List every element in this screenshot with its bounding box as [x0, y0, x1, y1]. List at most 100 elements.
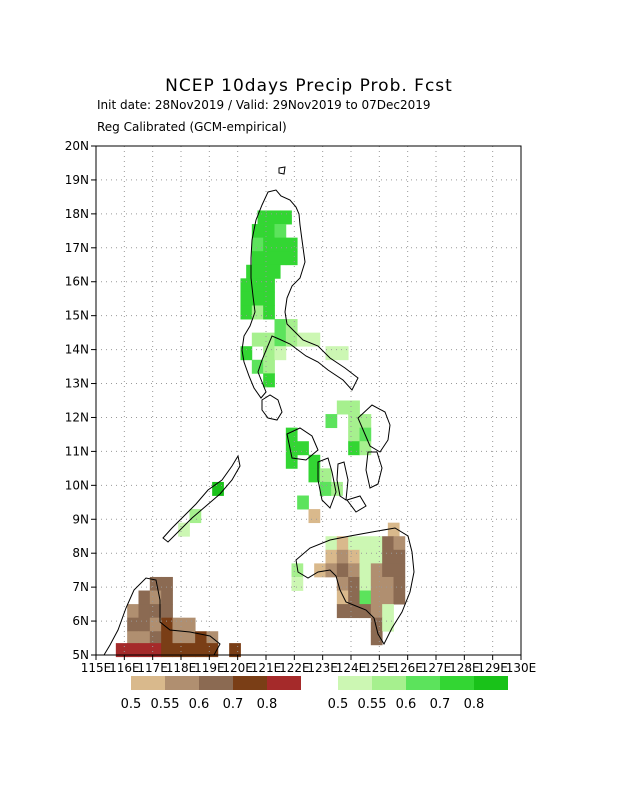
x-tick-label: 122E — [279, 661, 310, 675]
probability-cell — [178, 522, 190, 537]
y-tick-label: 6N — [72, 614, 89, 628]
grid-lines — [96, 146, 521, 655]
coastline-luzon — [241, 189, 359, 399]
y-tick-label: 5N — [72, 648, 89, 662]
coastline-mindanao — [295, 527, 415, 646]
chart-subtitle-method: Reg Calibrated (GCM-empirical) — [97, 120, 287, 134]
x-tick-label: 121E — [251, 661, 282, 675]
coastline-negros — [317, 457, 337, 509]
probability-cell — [183, 631, 196, 646]
probability-cell — [382, 617, 394, 632]
probability-cell — [348, 441, 360, 456]
probability-cell — [251, 224, 264, 239]
probability-cell — [127, 617, 139, 632]
probability-cell — [229, 643, 241, 658]
probability-cell — [359, 590, 372, 605]
coastline-samar — [357, 404, 391, 453]
legend-swatch — [267, 676, 301, 690]
probability-cell — [149, 590, 162, 605]
x-tick-label: 115E — [81, 661, 112, 675]
probability-cell — [319, 481, 332, 496]
probability-cell — [285, 332, 298, 347]
probability-cell — [268, 264, 281, 279]
legend-swatch — [233, 676, 267, 690]
legend-swatch — [474, 676, 508, 690]
y-tick-label: 10N — [65, 478, 89, 492]
x-tick-label: 116E — [109, 661, 140, 675]
probability-cell — [348, 549, 360, 564]
probability-cell — [251, 237, 264, 252]
x-tick-label: 120E — [222, 661, 253, 675]
probability-cell — [325, 536, 338, 551]
probability-cell — [161, 590, 173, 605]
probability-cell — [359, 414, 372, 429]
probability-cell — [370, 604, 383, 619]
probability-cell — [325, 414, 338, 429]
y-tick-label: 14N — [65, 343, 89, 357]
probability-cell — [263, 332, 275, 347]
probability-cell — [348, 576, 360, 591]
legend-swatch — [406, 676, 440, 690]
probability-cell — [319, 468, 332, 483]
probability-cell — [280, 210, 292, 225]
probability-cell — [263, 305, 275, 320]
x-axis-ticks: 115E116E117E118E119E120E121E122E123E124E… — [81, 655, 536, 675]
y-tick-label: 19N — [65, 173, 89, 187]
probability-cell — [274, 319, 287, 334]
probability-cell — [246, 264, 258, 279]
legend-swatch — [440, 676, 474, 690]
probability-cell — [325, 563, 338, 578]
probability-cell — [285, 237, 298, 252]
legend-swatch — [338, 676, 372, 690]
x-tick-label: 118E — [166, 661, 197, 675]
probability-cell — [308, 509, 321, 524]
probability-cell — [336, 346, 349, 361]
probability-cell — [285, 319, 298, 334]
probability-cell — [257, 210, 270, 225]
coastline-borneo — [103, 577, 221, 656]
probability-cell — [268, 210, 281, 225]
probability-cell — [348, 427, 360, 442]
chart-subtitle-dates: Init date: 28Nov2019 / Valid: 29Nov2019 … — [97, 98, 431, 112]
probability-cell — [393, 576, 406, 591]
y-tick-label: 15N — [65, 309, 89, 323]
x-tick-label: 128E — [449, 661, 480, 675]
probability-cell — [370, 549, 383, 564]
probability-cell — [370, 536, 383, 551]
probability-cell — [127, 604, 139, 619]
probability-cell — [138, 631, 151, 646]
probability-cell — [285, 454, 298, 469]
x-tick-label: 117E — [137, 661, 168, 675]
probability-cell — [382, 590, 394, 605]
probability-cell — [195, 631, 207, 646]
probability-cell — [149, 643, 162, 658]
probability-cell — [291, 576, 304, 591]
probability-cell — [370, 590, 383, 605]
probability-cell — [308, 332, 321, 347]
probability-cell — [382, 604, 394, 619]
probability-cell — [138, 590, 151, 605]
probability-cell — [336, 590, 349, 605]
probability-cell — [348, 414, 360, 429]
probability-cell — [393, 549, 406, 564]
legend-label: 0.7 — [430, 697, 451, 712]
legend-label: 0.8 — [257, 697, 278, 712]
probability-cell — [325, 549, 338, 564]
legend-label: 0.5 — [328, 697, 349, 712]
probability-cell — [370, 576, 383, 591]
probability-cell — [370, 617, 383, 632]
x-tick-label: 119E — [194, 661, 225, 675]
probability-cell — [251, 278, 264, 293]
probability-cell — [240, 291, 253, 306]
probability-cell — [263, 346, 275, 361]
plot-border — [95, 145, 522, 656]
probability-cell — [359, 576, 372, 591]
probability-cell — [348, 590, 360, 605]
x-tick-label: 124E — [336, 661, 367, 675]
legend-label: 0.6 — [189, 697, 210, 712]
coastline-mindoro — [261, 394, 283, 421]
probability-cell — [359, 563, 372, 578]
y-tick-label: 13N — [65, 377, 89, 391]
probability-cell — [138, 643, 151, 658]
probability-cell — [308, 468, 321, 483]
